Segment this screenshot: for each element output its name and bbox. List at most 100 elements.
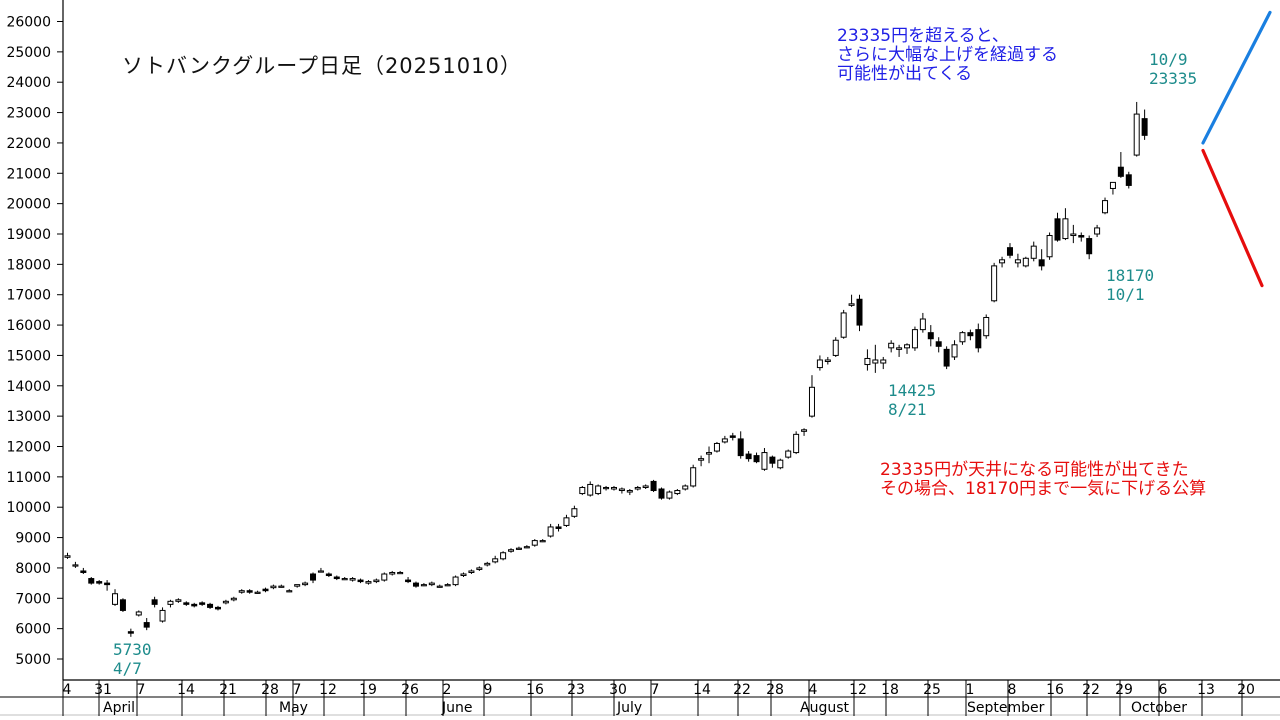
candle bbox=[325, 572, 332, 578]
candle bbox=[793, 431, 800, 455]
candle-body-up bbox=[824, 359, 831, 363]
candle bbox=[967, 329, 974, 341]
candle bbox=[777, 458, 784, 470]
candle-body-down bbox=[1078, 235, 1085, 238]
chart-title: ソトバンクグループ日足（20251010） bbox=[122, 54, 522, 78]
candle bbox=[246, 589, 253, 594]
candle-body-up bbox=[832, 339, 839, 356]
x-tick-label: 1 bbox=[966, 682, 975, 698]
x-tick-label: 4 bbox=[63, 682, 72, 698]
candle bbox=[531, 539, 538, 547]
candle-body-up bbox=[539, 540, 546, 543]
candle bbox=[674, 489, 681, 496]
candle-body-up bbox=[919, 318, 926, 331]
candle-body-down bbox=[967, 332, 974, 337]
candle-body-down bbox=[1006, 247, 1013, 256]
candle bbox=[888, 340, 895, 353]
candle-body-up bbox=[286, 590, 293, 593]
candle bbox=[1014, 253, 1021, 268]
candle bbox=[737, 431, 744, 459]
candle-body-up bbox=[302, 582, 309, 586]
candle bbox=[72, 561, 79, 568]
y-tick-label: 25000 bbox=[6, 45, 51, 61]
low-price: 5730 bbox=[113, 640, 152, 659]
candle-body-up bbox=[428, 582, 435, 586]
candle-body-down bbox=[207, 603, 214, 608]
candle bbox=[864, 349, 871, 371]
candle-body-up bbox=[373, 579, 380, 583]
candle-body-down bbox=[1125, 174, 1132, 186]
candle-body-up bbox=[816, 359, 823, 369]
candle-body-down bbox=[729, 435, 736, 438]
candle bbox=[603, 485, 610, 491]
low-price: 14425 bbox=[888, 381, 937, 400]
candle bbox=[1078, 232, 1085, 242]
y-tick-label: 20000 bbox=[6, 197, 51, 213]
candle bbox=[785, 449, 792, 459]
candle bbox=[1054, 212, 1061, 242]
candle-body-up bbox=[341, 578, 348, 581]
bearish-scenario-note: 23335円が天井になる可能性が出てきた その場合、18170円まで一気に下げる… bbox=[880, 461, 1206, 499]
candle-body-up bbox=[911, 329, 918, 349]
x-tick-label: 22 bbox=[1082, 682, 1100, 698]
candle-body-up bbox=[793, 433, 800, 454]
candle bbox=[1022, 256, 1029, 268]
candle-body-up bbox=[595, 485, 602, 495]
candle bbox=[745, 451, 752, 462]
x-tick-label: 28 bbox=[766, 682, 784, 698]
high-date: 10/9 bbox=[1149, 50, 1188, 69]
candle-body-up bbox=[682, 485, 689, 490]
candle bbox=[476, 566, 483, 571]
candle bbox=[539, 539, 546, 543]
candle-body-up bbox=[888, 342, 895, 349]
y-tick-label: 17000 bbox=[6, 288, 51, 304]
candle bbox=[927, 325, 934, 347]
candle-body-up bbox=[872, 359, 879, 364]
x-month-label: October bbox=[1131, 700, 1187, 716]
x-tick-label: 31 bbox=[94, 682, 112, 698]
candle bbox=[214, 605, 221, 611]
candle-body-up bbox=[761, 452, 768, 470]
candle bbox=[222, 599, 229, 605]
candle-body-up bbox=[492, 558, 499, 563]
candle-body-up bbox=[64, 555, 71, 558]
candle-body-up bbox=[801, 429, 808, 432]
bullish-note-line: 23335円を超えると、 bbox=[837, 26, 1009, 46]
x-month-label: July bbox=[616, 700, 642, 716]
low-date: 10/1 bbox=[1106, 285, 1145, 304]
low-date: 8/21 bbox=[888, 400, 927, 419]
candle bbox=[618, 487, 625, 494]
candle-body-down bbox=[753, 455, 760, 463]
candle-body-up bbox=[175, 599, 182, 602]
candle bbox=[840, 309, 847, 339]
x-tick-label: 30 bbox=[609, 682, 627, 698]
candle bbox=[579, 485, 586, 496]
x-tick-label: 14 bbox=[693, 682, 711, 698]
y-tick-label: 16000 bbox=[6, 318, 51, 334]
candle-body-up bbox=[317, 570, 324, 573]
x-tick-label: 21 bbox=[219, 682, 237, 698]
candle bbox=[175, 598, 182, 603]
candle bbox=[848, 294, 855, 307]
candle-body-up bbox=[721, 438, 728, 443]
candle bbox=[143, 618, 150, 631]
candle bbox=[349, 577, 356, 582]
candle bbox=[420, 583, 427, 587]
candle bbox=[1062, 208, 1069, 241]
x-tick-label: 20 bbox=[1237, 682, 1255, 698]
candle bbox=[333, 575, 340, 581]
x-tick-label: 28 bbox=[261, 682, 279, 698]
bearish-scenario-line bbox=[1201, 148, 1264, 288]
candle bbox=[500, 551, 507, 561]
candle bbox=[444, 583, 451, 587]
candle-body-down bbox=[246, 590, 253, 593]
x-tick-label: 16 bbox=[1046, 682, 1064, 698]
candle bbox=[563, 514, 570, 527]
candle bbox=[484, 561, 491, 567]
candle-body-up bbox=[436, 585, 443, 588]
candle-body-down bbox=[310, 573, 317, 581]
candle-body-up bbox=[476, 567, 483, 570]
candle bbox=[397, 570, 404, 575]
candle-body-up bbox=[222, 600, 229, 604]
candle-body-up bbox=[896, 347, 903, 350]
